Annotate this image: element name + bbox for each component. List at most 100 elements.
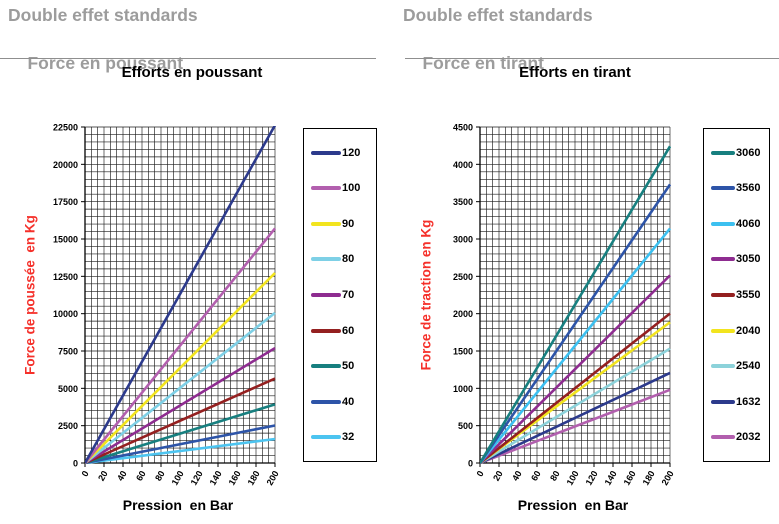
legend-label: 3560 (736, 182, 761, 195)
svg-text:80: 80 (153, 469, 167, 483)
right-header-underline (405, 58, 779, 59)
svg-text:100: 100 (565, 469, 581, 487)
left-legend-box: 120 100 90 80 70 60 50 40 32 (303, 128, 377, 462)
svg-text:20: 20 (491, 469, 505, 483)
svg-text:2500: 2500 (453, 272, 473, 282)
legend-item-2032: 2032 (711, 431, 769, 443)
legend-label: 2032 (736, 431, 761, 444)
svg-text:4500: 4500 (453, 123, 473, 133)
svg-text:3500: 3500 (453, 197, 473, 207)
svg-text:500: 500 (458, 421, 473, 431)
legend-line-swatch (311, 221, 341, 226)
legend-label: 32 (342, 431, 355, 444)
svg-text:1500: 1500 (453, 347, 473, 357)
svg-text:120: 120 (189, 469, 205, 487)
svg-text:180: 180 (641, 469, 657, 487)
legend-label: 50 (342, 360, 355, 373)
left-chart-title: Efforts en poussant (121, 64, 263, 81)
svg-text:100: 100 (170, 469, 186, 487)
legend-line-swatch (711, 399, 735, 404)
legend-line-swatch (311, 292, 341, 297)
legend-line-swatch (711, 186, 735, 191)
svg-text:160: 160 (622, 469, 638, 487)
legend-item-2540: 2540 (711, 360, 769, 372)
svg-text:1000: 1000 (453, 384, 473, 394)
legend-line-swatch (711, 221, 735, 226)
legend-item-3550: 3550 (711, 289, 769, 301)
legend-item-3060: 3060 (711, 147, 769, 159)
legend-line-swatch (311, 399, 341, 404)
svg-text:2500: 2500 (58, 421, 78, 431)
svg-text:20: 20 (96, 469, 110, 483)
right-header-line1: Double effet standards (403, 5, 593, 25)
legend-item-4060: 4060 (711, 218, 769, 230)
legend-line-swatch (711, 257, 735, 262)
legend-item-60: 60 (311, 325, 376, 337)
svg-text:17500: 17500 (53, 197, 78, 207)
svg-text:40: 40 (510, 469, 524, 483)
svg-text:12500: 12500 (53, 272, 78, 282)
svg-text:3000: 3000 (453, 235, 473, 245)
legend-item-70: 70 (311, 289, 376, 301)
legend-line-swatch (711, 435, 735, 440)
legend-line-swatch (311, 328, 341, 333)
legend-label: 4060 (736, 217, 761, 230)
svg-text:60: 60 (134, 469, 148, 483)
right-header: Double effet standards Force en tirant (403, 3, 593, 75)
legend-line-swatch (711, 364, 735, 369)
legend-item-50: 50 (311, 360, 376, 372)
svg-text:10000: 10000 (53, 309, 78, 319)
legend-line-swatch (711, 292, 735, 297)
legend-label: 3550 (736, 288, 761, 301)
legend-label: 70 (342, 288, 355, 301)
svg-text:180: 180 (246, 469, 262, 487)
legend-label: 40 (342, 395, 355, 408)
legend-line-swatch (311, 364, 341, 369)
svg-text:80: 80 (548, 469, 562, 483)
legend-label: 90 (342, 217, 355, 230)
legend-item-90: 90 (311, 218, 376, 230)
svg-text:200: 200 (265, 469, 281, 487)
svg-text:4000: 4000 (453, 160, 473, 170)
legend-line-swatch (311, 186, 341, 191)
legend-item-80: 80 (311, 253, 376, 265)
left-header-underline (0, 58, 376, 59)
svg-text:200: 200 (660, 469, 676, 487)
left-y-axis-title: Force de poussée en Kg (22, 215, 38, 375)
legend-item-40: 40 (311, 396, 376, 408)
right-x-axis-title: Pression en Bar (517, 497, 629, 513)
svg-text:120: 120 (584, 469, 600, 487)
legend-line-swatch (311, 435, 341, 440)
legend-label: 120 (342, 146, 361, 159)
svg-text:160: 160 (227, 469, 243, 487)
svg-text:5000: 5000 (58, 384, 78, 394)
legend-label: 3060 (736, 146, 761, 159)
svg-text:140: 140 (208, 469, 224, 487)
legend-label: 80 (342, 253, 355, 266)
legend-line-swatch (711, 150, 735, 155)
legend-label: 60 (342, 324, 355, 337)
legend-label: 3050 (736, 253, 761, 266)
legend-item-2040: 2040 (711, 325, 769, 337)
legend-line-swatch (311, 257, 341, 262)
svg-text:0: 0 (73, 459, 78, 469)
right-plot-area: 0 500 1000 1500 2000 2500 3000 3500 4000 4500 0 20 4… (453, 123, 676, 488)
left-x-axis-title: Pression en Bar (122, 497, 234, 513)
legend-item-3050: 3050 (711, 253, 769, 265)
svg-text:22500: 22500 (53, 123, 78, 133)
legend-item-1632: 1632 (711, 396, 769, 408)
legend-line-swatch (711, 328, 735, 333)
svg-text:40: 40 (115, 469, 129, 483)
legend-item-100: 100 (311, 182, 376, 194)
legend-item-3560: 3560 (711, 182, 769, 194)
svg-text:60: 60 (529, 469, 543, 483)
legend-label: 2540 (736, 360, 761, 373)
right-chart-title: Efforts en tirant (519, 64, 631, 81)
legend-item-32: 32 (311, 431, 376, 443)
legend-label: 1632 (736, 395, 761, 408)
svg-text:20000: 20000 (53, 160, 78, 170)
svg-text:140: 140 (603, 469, 619, 487)
right-legend-box: 3060 3560 4060 3050 3550 2040 2540 1632 2032 (703, 128, 770, 462)
left-header-line1: Double effet standards (8, 5, 198, 25)
